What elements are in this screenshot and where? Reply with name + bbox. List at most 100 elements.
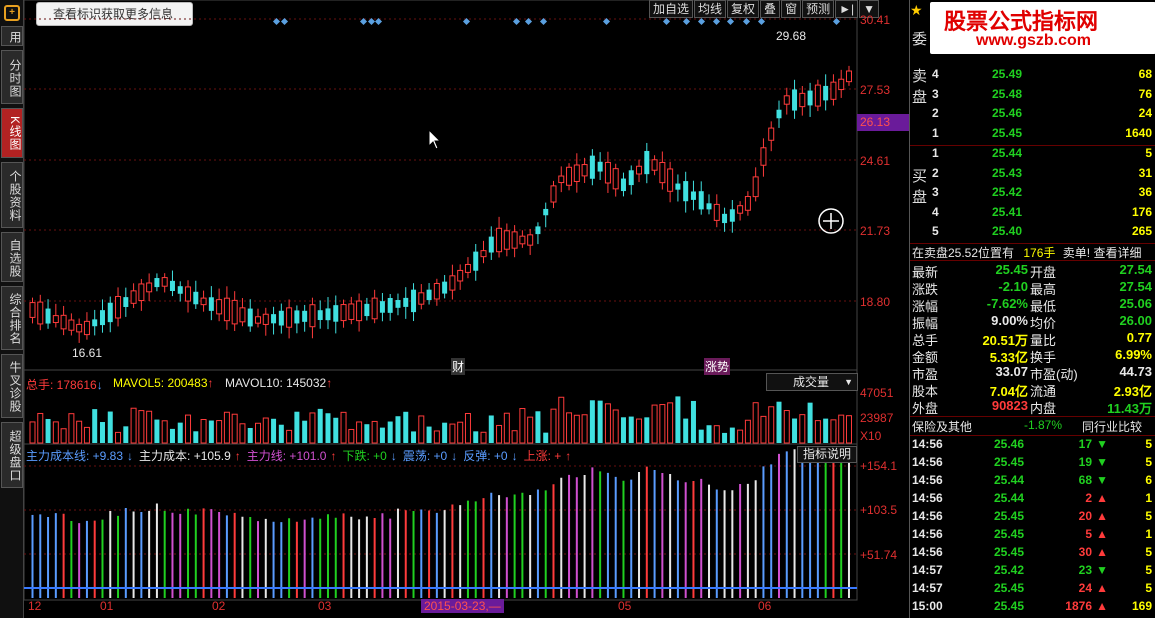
quote-value: 27.54 — [1119, 279, 1152, 294]
toolbar-button-2[interactable]: 复权 — [727, 0, 760, 18]
date-axis-label: 01 — [100, 599, 114, 613]
trade-volume: 5 — [1085, 527, 1092, 541]
toolbar-button-1[interactable]: 均线 — [694, 0, 727, 18]
nav-tab-3[interactable]: 个股资料 — [1, 162, 23, 228]
quote-value: 11.43万 — [1107, 401, 1152, 416]
quote-label: 均价 — [1030, 316, 1057, 331]
signal-marker-icon — [682, 17, 691, 26]
event-marker-trend[interactable]: 涨势 — [704, 358, 731, 375]
nav-tab-0[interactable]: 用 — [1, 26, 23, 46]
sector-compare-link[interactable]: 同行业比较 — [1082, 420, 1143, 434]
nav-tab-6[interactable]: 牛叉诊股 — [1, 354, 23, 418]
indicator-legend-item: 反弹: +0 — [463, 449, 508, 463]
toolbar-button-7[interactable]: ▼ — [859, 0, 879, 18]
level: 4 — [932, 204, 939, 219]
sector-name[interactable]: 保险及其他 — [912, 420, 973, 434]
indicator-legend-item: 主力线: +101.0 — [246, 449, 327, 463]
high-price-label: 29.68 — [776, 29, 807, 43]
quote-value: 44.73 — [1119, 364, 1152, 379]
chart-area[interactable] — [24, 0, 909, 618]
arrow-up-icon: ▲ — [1096, 545, 1108, 559]
quote-label: 外盘 — [912, 401, 939, 416]
nav-tab-7[interactable]: 超级盘口 — [1, 422, 23, 488]
orderbook-row[interactable]: 4 25.41 176 — [928, 205, 1152, 224]
trade-price: 25.44 — [994, 491, 1025, 505]
trade-row: 14:56 25.45 19 ▼ 5 — [912, 455, 1152, 473]
volume: 24 — [1138, 106, 1152, 120]
quote-label: 涨跌 — [912, 282, 939, 297]
quote-value: 25.06 — [1119, 296, 1152, 311]
volume: 36 — [1138, 185, 1152, 199]
orderbook-row[interactable]: 3 25.48 76 — [928, 87, 1152, 106]
indicator-legend-item: 主力成本线: +9.83 — [26, 449, 124, 463]
quote-row: 总手 20.51万 量比 0.77 — [912, 330, 1152, 348]
toolbar-button-6[interactable]: ►| — [835, 0, 859, 18]
quote-value: 90823 — [991, 398, 1028, 413]
quote-row: 振幅 9.00% 均价 26.00 — [912, 313, 1152, 331]
view-detail-link[interactable]: 查看详细 — [1093, 246, 1142, 260]
arrow-down-icon: ▼ — [1096, 455, 1108, 469]
sell-side-label: 卖盘 — [912, 68, 928, 106]
arrow-down-icon: ▼ — [1096, 437, 1108, 451]
nav-tab-5[interactable]: 综合排名 — [1, 286, 23, 350]
watermark-title: 股票公式指标网 — [944, 10, 1099, 35]
indicator-legend-item: 下跌: +0 — [342, 449, 387, 463]
date-axis-label: 06 — [758, 599, 772, 613]
quote-value: 0.77 — [1126, 330, 1152, 345]
orderbook-row[interactable]: 1 25.45 1640 — [928, 126, 1152, 145]
price-axis-label: 30.41 — [860, 13, 891, 27]
star-icon[interactable]: ★ — [910, 2, 923, 18]
orderbook-row[interactable]: 2 25.43 31 — [928, 166, 1152, 185]
quote-row: 涨跌 -2.10 最高 27.54 — [912, 279, 1152, 297]
orderbook-row[interactable]: 4 25.49 68 — [928, 67, 1152, 86]
indicator-legend-item: 主力成本: +105.9 — [139, 449, 231, 463]
price-axis-label: 24.61 — [860, 154, 891, 168]
trade-price: 25.45 — [994, 581, 1025, 595]
volume-indicator-select[interactable]: 成交量 ▼ — [766, 373, 858, 391]
quote-value: 9.00% — [991, 313, 1028, 328]
trade-price: 25.45 — [994, 545, 1025, 559]
level: 1 — [932, 125, 939, 140]
volume-axis-label: 23987 — [860, 411, 894, 425]
app-logo-icon[interactable]: + — [4, 5, 20, 21]
orderbook-row[interactable]: 2 25.46 24 — [928, 106, 1152, 125]
toolbar-button-5[interactable]: 预测 — [802, 0, 835, 18]
trade-row: 14:56 25.44 2 ▲ 1 — [912, 491, 1152, 509]
quote-label: 换手 — [1030, 350, 1057, 365]
volume: 76 — [1138, 86, 1152, 101]
quote-row: 金额 5.33亿 换手 6.99% — [912, 347, 1152, 365]
nav-tab-4[interactable]: 自选股 — [1, 232, 23, 282]
trade-price: 25.44 — [994, 473, 1025, 487]
event-marker-finance[interactable]: 财 — [451, 358, 466, 375]
indicator-legend-item: 震荡: +0 — [402, 449, 448, 463]
toolbar-button-3[interactable]: 叠 — [760, 0, 781, 18]
quote-value: 20.51万 — [982, 333, 1028, 348]
nav-tab-1[interactable]: 分时图 — [1, 50, 23, 104]
trade-time: 14:57 — [912, 563, 943, 577]
crosshair-icon[interactable] — [818, 208, 844, 234]
orderbook-row[interactable]: 3 25.42 36 — [928, 185, 1152, 204]
trade-count: 5 — [1145, 455, 1152, 469]
orderbook-row[interactable]: 5 25.40 265 — [928, 224, 1152, 243]
trade-time: 14:57 — [912, 581, 943, 595]
low-price-label: 16.61 — [72, 346, 103, 360]
quote-value: 33.07 — [995, 364, 1028, 379]
quote-value: -7.62% — [986, 296, 1028, 311]
signal-marker-icon — [726, 17, 735, 26]
trade-count: 169 — [1131, 599, 1152, 613]
quote-label: 内盘 — [1030, 401, 1057, 416]
quote-value: 7.04亿 — [989, 384, 1028, 399]
quote-label: 股本 — [912, 384, 939, 399]
indicator-help-button[interactable]: 指标说明 — [797, 446, 857, 463]
indicator-arrow-icon: ↓ — [127, 449, 134, 463]
indicator-arrow-icon: ↓ — [511, 449, 518, 463]
volume-total: 总手: 178616↓ — [26, 378, 103, 392]
date-axis-label: 02 — [212, 599, 226, 613]
nav-tab-2[interactable]: K线图 — [1, 108, 23, 158]
toolbar-button-0[interactable]: 加自选 — [649, 0, 694, 18]
trade-row: 14:56 25.44 68 ▼ 6 — [912, 473, 1152, 491]
trade-row: 14:56 25.45 30 ▲ 5 — [912, 545, 1152, 563]
trade-time: 14:56 — [912, 473, 943, 487]
orderbook-row[interactable]: 1 25.44 5 — [928, 146, 1152, 165]
toolbar-button-4[interactable]: 窗 — [781, 0, 802, 18]
